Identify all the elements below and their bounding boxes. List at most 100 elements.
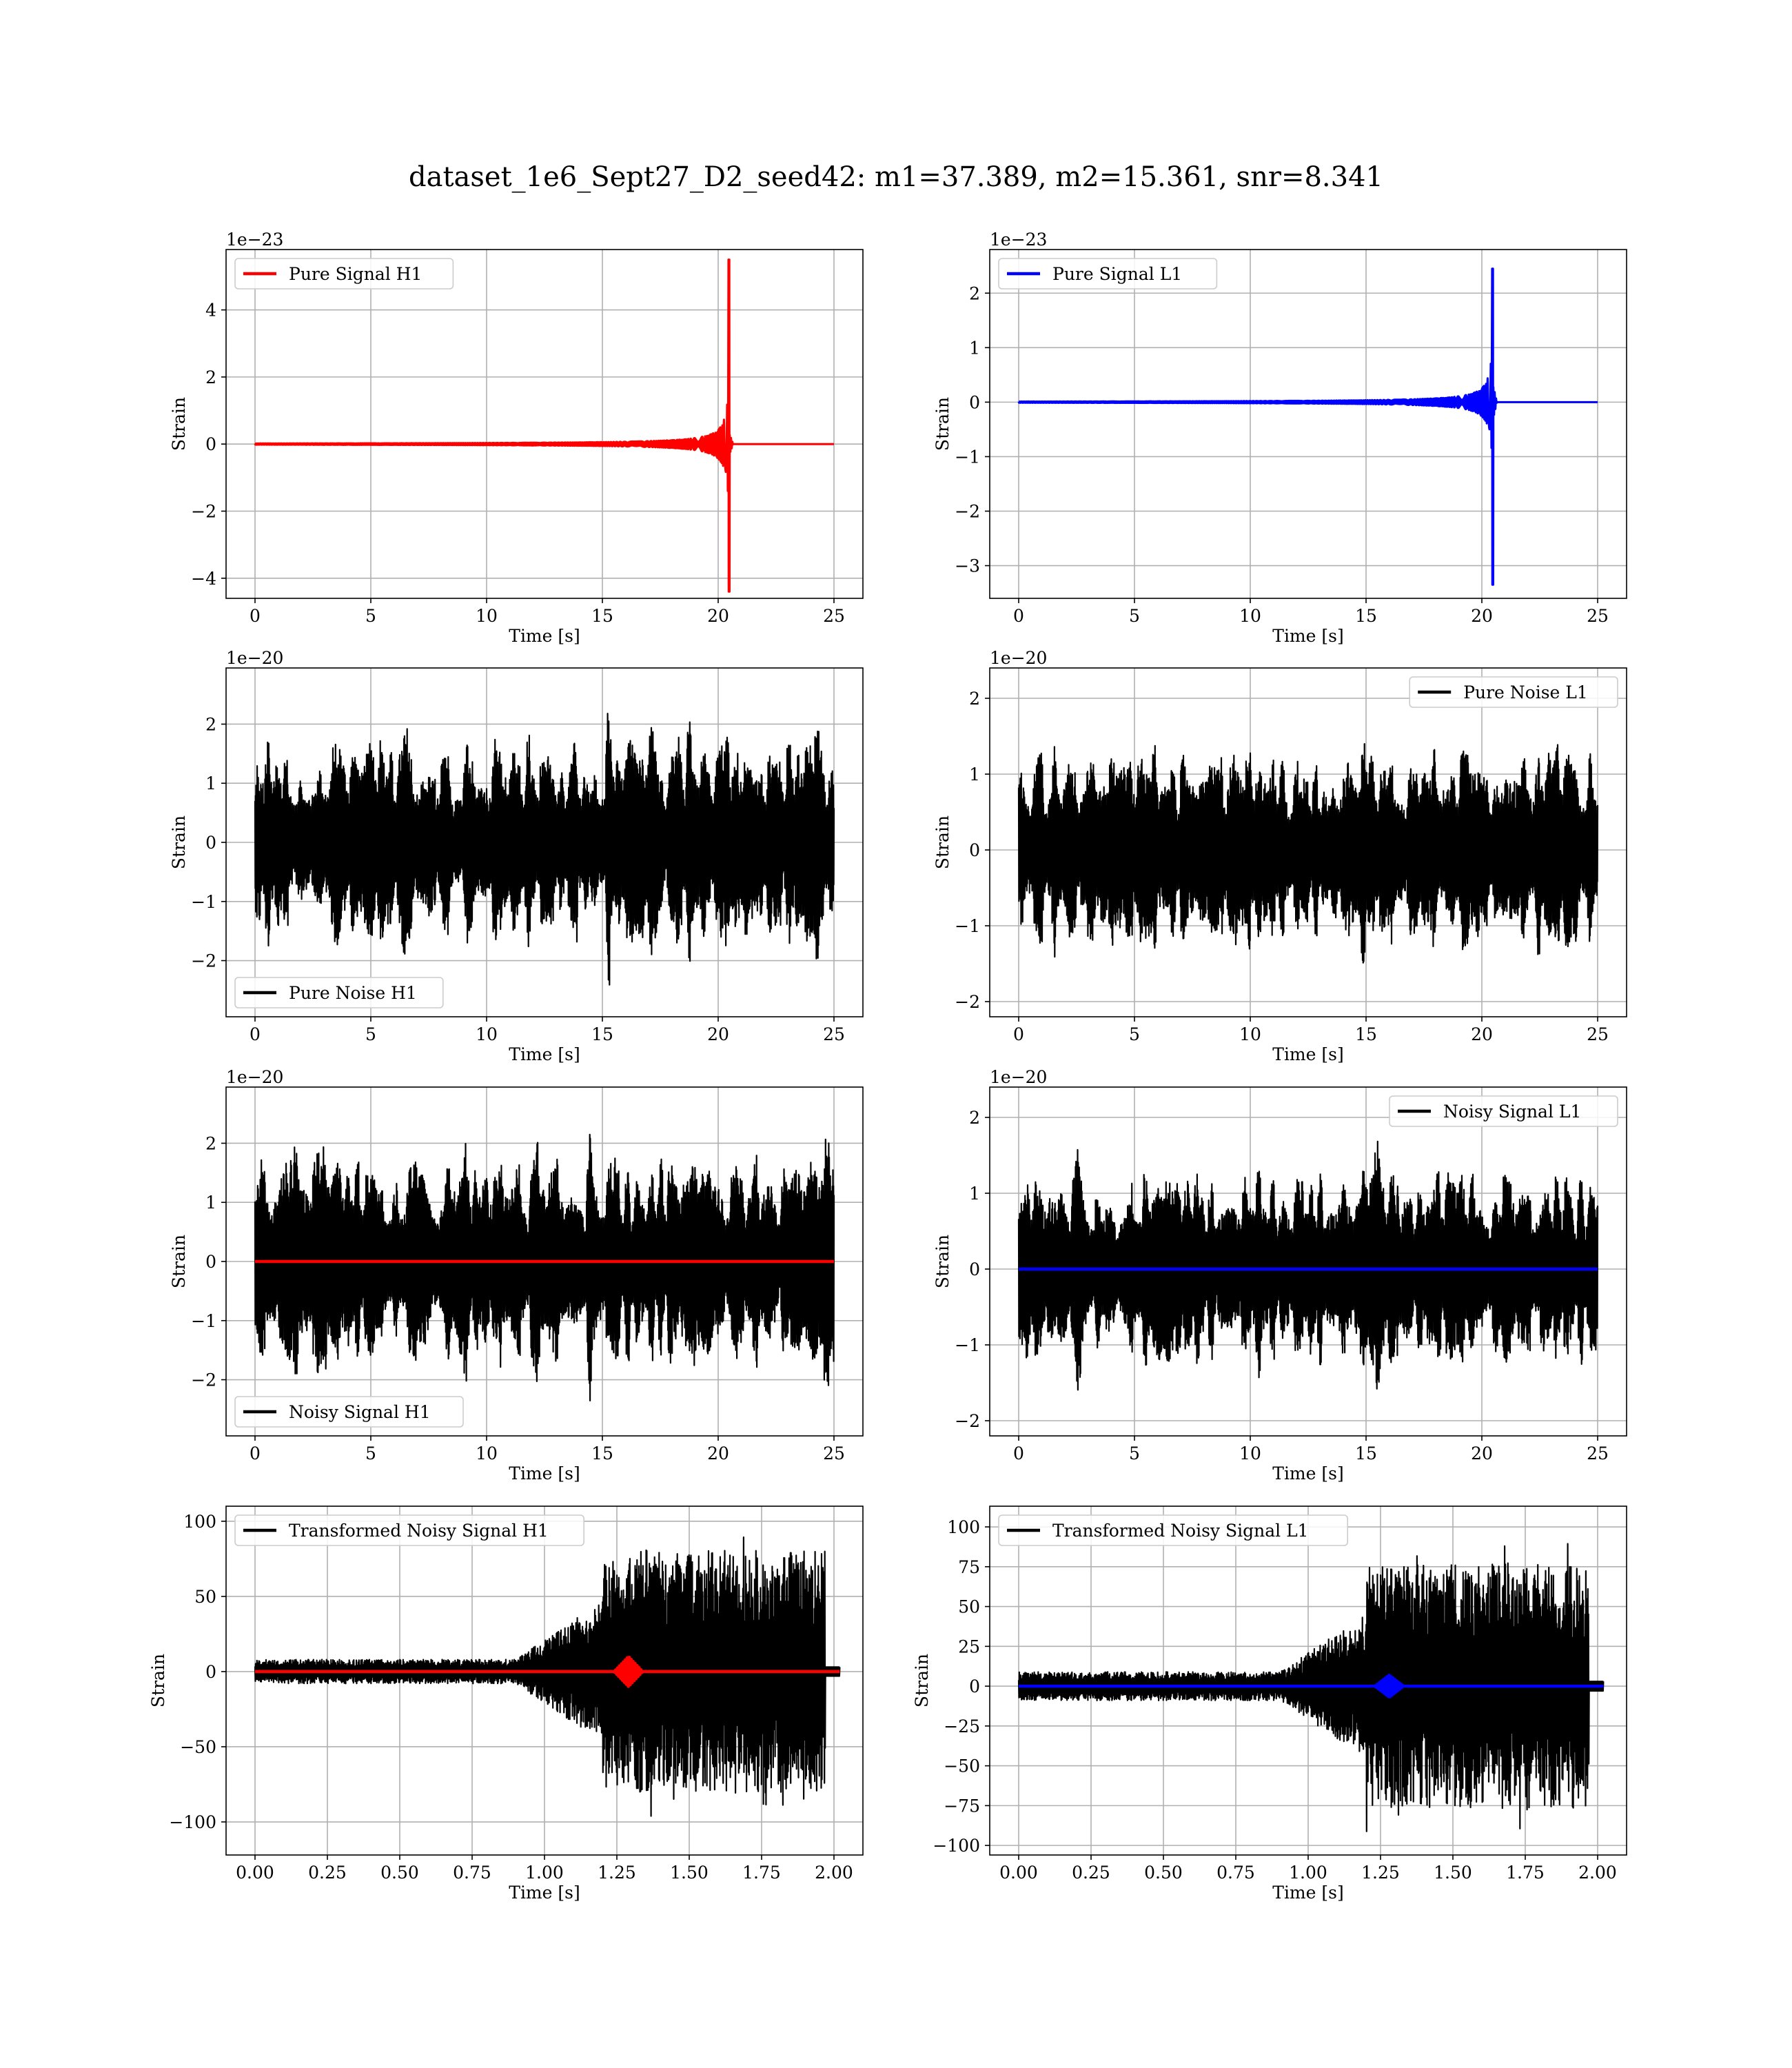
x-tick-label: 1.75 [1506, 1863, 1545, 1883]
x-tick-label: 10 [476, 1024, 498, 1044]
axes-frame [989, 249, 1627, 599]
axes-frame [225, 249, 864, 599]
legend-box [234, 1514, 585, 1546]
plot-area [1017, 1140, 1599, 1391]
y-tick-label: 100 [947, 1517, 980, 1537]
x-tick-label: 0.50 [1144, 1863, 1183, 1883]
x-tick-label: 0 [250, 1443, 261, 1463]
x-tick-label: 10 [476, 1443, 498, 1463]
x-axis-label: Time [s] [1272, 626, 1343, 646]
x-tick-label: 15 [1355, 1024, 1377, 1044]
y-tick-label: 50 [958, 1597, 980, 1617]
x-tick-label: 5 [365, 1443, 376, 1463]
legend: Pure Signal L1 [998, 258, 1218, 290]
legend-box [998, 1514, 1349, 1546]
y-axis-label: Strain [169, 1235, 189, 1288]
y-tick-label: 0 [205, 1252, 216, 1272]
subplot-noisy-signal-l1: 0 5 10 15 20 25 −2 −1 0 1 2 1e−20 Time [s] Strain Nois… [933, 1067, 1627, 1483]
plot-area [254, 713, 835, 986]
subplot-pure-signal-l1: 0 5 10 15 20 25 −3 −2 −1 0 1 2 1e−23 Time [s] Strain Pu… [933, 230, 1627, 646]
y-tick-label: 0 [969, 1676, 980, 1696]
x-tick-label: 5 [1129, 606, 1140, 626]
x-axis-label: Time [s] [509, 626, 580, 646]
series-line-noisy-signal-l1 [1017, 1140, 1599, 1391]
x-tick-label: 1.75 [742, 1863, 781, 1883]
y-tick-label: −100 [169, 1812, 216, 1832]
x-axis-label: Time [s] [1272, 1463, 1343, 1483]
y-tick-label: −3 [955, 556, 980, 576]
y-tick-label: −1 [955, 916, 980, 936]
y-tick-label: 2 [969, 1108, 980, 1128]
y-offset-label: 1e−23 [990, 230, 1047, 250]
x-tick-label: 15 [1355, 1443, 1377, 1463]
grid-lines [226, 250, 863, 598]
axes-frame [989, 1086, 1627, 1437]
legend-box [234, 977, 444, 1008]
y-tick-label: 0 [205, 434, 216, 454]
y-tick-label: 0 [969, 1259, 980, 1279]
plot-area [254, 1536, 841, 1817]
legend-label: Transformed Noisy Signal L1 [1052, 1521, 1309, 1541]
x-tick-label: 20 [707, 606, 729, 626]
y-tick-label: 2 [205, 714, 216, 734]
x-tick-label: 5 [1129, 1443, 1140, 1463]
legend-label: Pure Noise H1 [289, 983, 417, 1003]
y-tick-label: −100 [933, 1836, 980, 1856]
x-axis-label: Time [s] [509, 1044, 580, 1064]
figure-title: dataset_1e6_Sept27_D2_seed42: m1=37.389,… [409, 161, 1383, 193]
y-axis-label: Strain [169, 815, 189, 869]
legend: Transformed Noisy Signal H1 [234, 1514, 585, 1546]
x-tick-label: 0.00 [999, 1863, 1038, 1883]
series-line-overlay-1 [1018, 1673, 1605, 1699]
y-tick-label: 1 [969, 338, 980, 358]
x-tick-label: 0 [1013, 606, 1024, 626]
plot-area [254, 1133, 835, 1401]
x-tick-label: 25 [823, 1024, 845, 1044]
series-line-transformed-noisy-signal-h1 [254, 1536, 841, 1817]
y-tick-label: −75 [944, 1796, 980, 1816]
x-tick-label: 15 [1355, 606, 1377, 626]
y-offset-label: 1e−23 [226, 230, 283, 250]
subplot-transformed-noisy-signal-h1: 0.00 0.25 0.50 0.75 1.00 1.25 1.50 1.75 2.00 −100… [148, 1506, 864, 1903]
x-tick-label: 2.00 [1578, 1863, 1617, 1883]
x-tick-label: 10 [1239, 606, 1261, 626]
x-tick-label: 20 [1471, 1024, 1493, 1044]
x-axis-label: Time [s] [509, 1463, 580, 1483]
x-tick-label: 0.25 [1072, 1863, 1110, 1883]
y-tick-label: 1 [969, 764, 980, 784]
series-line-pure-noise-l1 [1017, 743, 1599, 964]
x-tick-label: 0 [250, 1024, 261, 1044]
legend-box [1389, 1095, 1618, 1127]
x-tick-label: 1.25 [1361, 1863, 1400, 1883]
y-tick-label: 2 [969, 689, 980, 709]
y-tick-label: 1 [969, 1184, 980, 1204]
x-tick-label: 1.25 [598, 1863, 636, 1883]
y-tick-label: −2 [955, 992, 980, 1012]
legend-label: Pure Signal L1 [1052, 264, 1182, 284]
y-tick-label: −50 [944, 1756, 980, 1776]
legend: Noisy Signal L1 [1389, 1095, 1618, 1127]
x-tick-label: 15 [591, 1024, 613, 1044]
plot-area [1017, 1543, 1605, 1832]
subplot-pure-noise-h1: 0 5 10 15 20 25 −2 −1 0 1 2 1e−20 Time [s] Strain Pure… [169, 648, 864, 1064]
x-tick-label: 10 [476, 606, 498, 626]
y-offset-label: 1e−20 [990, 648, 1047, 668]
subplot-pure-noise-l1: 0 5 10 15 20 25 −2 −1 0 1 2 1e−20 Time [s] Strain Pure… [933, 648, 1627, 1064]
y-tick-label: 2 [205, 367, 216, 387]
y-offset-label: 1e−20 [990, 1067, 1047, 1087]
y-tick-label: −2 [955, 502, 980, 522]
legend-box [234, 258, 454, 290]
y-axis-label: Strain [933, 397, 953, 451]
x-axis-label: Time [s] [1272, 1044, 1343, 1064]
x-tick-label: 10 [1239, 1024, 1261, 1044]
y-offset-label: 1e−20 [226, 1067, 283, 1087]
legend: Pure Noise H1 [234, 977, 444, 1008]
y-tick-label: 2 [969, 283, 980, 303]
plot-area [1017, 743, 1599, 964]
legend: Noisy Signal H1 [234, 1396, 464, 1428]
y-tick-label: 1 [205, 773, 216, 793]
grid-lines [990, 250, 1627, 598]
x-tick-label: 0.25 [308, 1863, 347, 1883]
y-tick-label: −25 [944, 1716, 980, 1736]
